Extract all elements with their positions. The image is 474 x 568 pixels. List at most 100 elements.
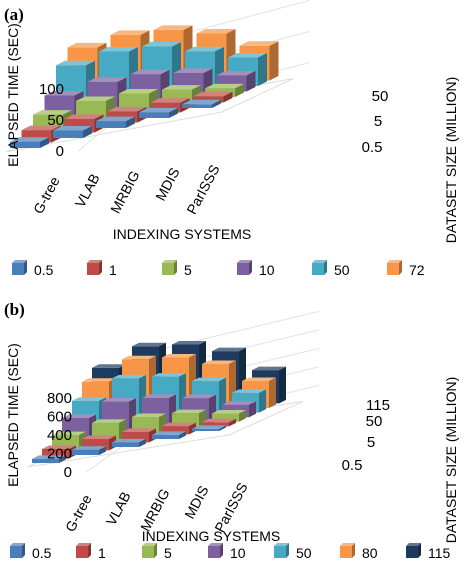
bar-side: [235, 83, 244, 97]
legend-swatch: [406, 546, 418, 558]
bar-front: [32, 458, 59, 463]
legend-swatch-top: [76, 543, 91, 546]
legend-label: 10: [259, 262, 275, 278]
legend-label: 10: [230, 545, 246, 561]
bar: [112, 438, 146, 447]
bar: [139, 107, 178, 118]
x-axis-title: INDEXING SYSTEMS: [142, 528, 280, 544]
category-label: ParISSS: [211, 480, 250, 535]
legend-swatch: [274, 546, 286, 558]
bar-top: [96, 116, 135, 122]
bar-top: [72, 446, 106, 450]
category-label: ParISSS: [183, 162, 222, 217]
legend-item: 80: [340, 543, 378, 561]
bar-top: [252, 366, 286, 371]
legend-swatch-side: [154, 543, 157, 558]
legend-label: 5: [164, 545, 172, 561]
depth-tick-label: 0.5: [342, 457, 363, 474]
bar-top: [87, 77, 127, 82]
bar: [152, 431, 186, 439]
panel-label: (a): [4, 5, 24, 24]
legend-swatch-side: [324, 260, 327, 275]
bar-top: [64, 114, 104, 119]
bar-top: [185, 46, 224, 52]
bar-top: [52, 431, 86, 436]
bar-top: [107, 106, 147, 112]
legend-swatch: [10, 546, 22, 558]
bar-side: [249, 401, 256, 418]
bar-side: [212, 99, 221, 108]
legend-label: 5: [184, 262, 192, 278]
legend-swatch-side: [88, 543, 91, 558]
bar: [96, 116, 135, 128]
category-label: MRBIG: [137, 486, 173, 534]
bar-top: [56, 60, 95, 66]
legend-swatch-side: [22, 543, 25, 558]
bar-top: [196, 28, 236, 34]
legend-swatch: [162, 263, 174, 275]
bar-side: [40, 137, 49, 148]
bar-top: [205, 83, 244, 89]
y-tick-label: 400: [47, 427, 72, 444]
x-axis-title: INDEXING SYSTEMS: [113, 226, 251, 242]
legend-swatch-side: [24, 260, 27, 275]
bar-top: [239, 41, 279, 46]
legend-swatch: [208, 546, 220, 558]
category-label: MDIS: [152, 165, 183, 203]
bar-top: [76, 96, 115, 101]
bar-side: [99, 446, 106, 455]
legend-swatch-top: [387, 260, 402, 263]
legend-label: 1: [109, 262, 117, 278]
bar-top: [92, 364, 126, 368]
bar-top: [122, 428, 156, 432]
legend-swatch-side: [352, 543, 355, 558]
bar: [202, 418, 236, 427]
bar-side: [258, 52, 267, 86]
bar-top: [112, 374, 146, 379]
bar-top: [53, 126, 92, 131]
legend-swatch: [340, 546, 352, 558]
legend-item: 5: [162, 260, 192, 278]
bar-side: [179, 431, 186, 439]
bar: [72, 446, 106, 455]
legend-swatch-top: [237, 260, 252, 263]
legend-swatch-side: [99, 260, 102, 275]
legend-swatch-top: [162, 260, 177, 263]
bar-top: [44, 91, 84, 96]
bar-front: [96, 121, 126, 128]
legend-swatch-top: [10, 543, 25, 546]
bar-top: [82, 378, 116, 382]
bar-side: [239, 409, 246, 422]
bar-top: [162, 353, 196, 358]
bar-top: [192, 425, 226, 429]
panel-label: (b): [4, 300, 25, 319]
bar-top: [172, 341, 206, 345]
legend: 0.5 1 5 10 50 80 115: [10, 543, 451, 561]
legend: 0.5 1 5 10 50 72: [12, 260, 425, 278]
bar-top: [139, 107, 178, 113]
bar-top: [92, 419, 126, 423]
bar-top: [152, 373, 186, 377]
legend-swatch: [387, 263, 399, 275]
bar-side: [189, 422, 196, 435]
legend-item: 50: [274, 543, 312, 561]
legend-swatch-top: [406, 543, 421, 546]
bar-side: [223, 91, 233, 103]
category-label: VLAB: [72, 171, 103, 210]
chart-panel-a: (a) 0 50 100 ELAPSED TIME (SEC) G-tree VLAB MRB…: [4, 0, 459, 278]
legend-item: 10: [237, 260, 275, 278]
bar-top: [82, 435, 116, 439]
y-tick-label: 0: [64, 464, 72, 481]
bar-top: [102, 398, 136, 402]
depth-axis-title: DATASET SIZE (MILLION): [443, 77, 459, 243]
y-tick-label: 800: [47, 390, 72, 407]
bar-front: [139, 112, 169, 118]
bar-side: [279, 366, 286, 404]
legend-label: 50: [334, 262, 350, 278]
bar-side: [269, 41, 279, 81]
bar-side: [83, 126, 92, 138]
bar-side: [139, 438, 146, 447]
bar-top: [216, 70, 256, 76]
legend-label: 50: [296, 545, 312, 561]
bar-top: [212, 409, 246, 414]
